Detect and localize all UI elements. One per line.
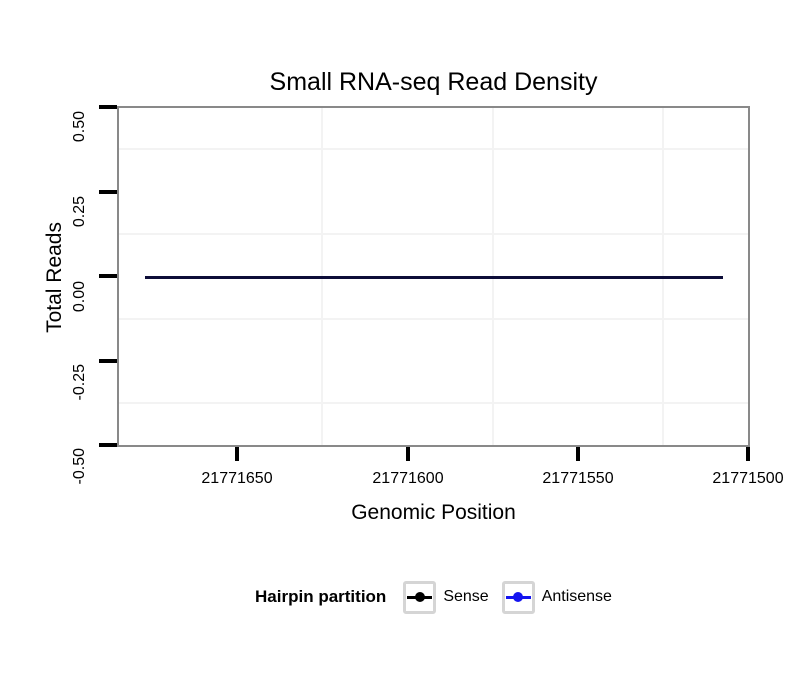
y-tick-label: 0.25 — [71, 196, 88, 228]
y-tick — [99, 105, 117, 109]
y-tick — [99, 190, 117, 194]
x-axis-title: Genomic Position — [351, 501, 516, 524]
legend-key-sense — [403, 580, 437, 614]
x-tick — [406, 447, 410, 461]
legend: Hairpin partition Sense Antisense — [117, 578, 750, 616]
x-tick — [576, 447, 580, 461]
x-tick-label: 21771550 — [542, 470, 614, 487]
legend-key-antisense — [501, 580, 535, 614]
y-tick-label: 0.00 — [71, 281, 88, 313]
y-tick-label: 0.50 — [71, 111, 88, 143]
antisense-point-icon — [513, 592, 524, 602]
legend-title: Hairpin partition — [255, 587, 387, 606]
legend-label-sense: Sense — [443, 588, 489, 605]
series-line-sense-antisense — [145, 276, 723, 279]
x-tick-label: 21771650 — [201, 470, 273, 487]
chart-title: Small RNA-seq Read Density — [269, 68, 598, 96]
y-tick — [99, 359, 117, 363]
x-tick — [235, 447, 239, 461]
y-axis-title: Total Reads — [43, 222, 66, 333]
y-tick-label: -0.25 — [71, 364, 88, 401]
y-tick — [99, 443, 117, 447]
minor-gridline-h — [119, 402, 748, 404]
legend-label-antisense: Antisense — [541, 588, 612, 605]
minor-gridline-h — [119, 148, 748, 150]
minor-gridline-h — [119, 318, 748, 320]
x-tick-label: 21771600 — [372, 470, 444, 487]
minor-gridline-h — [119, 233, 748, 235]
y-tick-label: -0.50 — [71, 448, 88, 485]
y-tick — [99, 274, 117, 278]
x-tick-label: 21771500 — [712, 470, 784, 487]
x-tick — [746, 447, 750, 461]
sense-point-icon — [414, 592, 425, 602]
